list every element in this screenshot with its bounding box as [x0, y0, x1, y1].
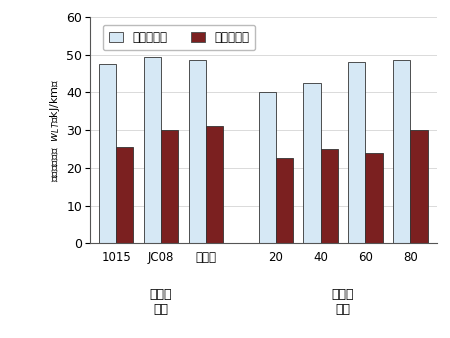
Text: 定速度
走行: 定速度 走行 — [332, 288, 354, 316]
Bar — [116, 147, 133, 243]
Bar — [365, 153, 382, 243]
Bar — [348, 62, 365, 243]
Text: モード
走行: モード 走行 — [150, 288, 172, 316]
Bar — [410, 130, 428, 243]
Y-axis label: タイヤ損失率  $w_{LT}$（kJ/km）: タイヤ損失率 $w_{LT}$（kJ/km） — [48, 78, 62, 182]
Bar — [303, 83, 320, 243]
Bar — [275, 159, 292, 243]
Bar — [259, 92, 275, 243]
Bar — [320, 149, 338, 243]
Bar — [189, 60, 206, 243]
Bar — [161, 130, 178, 243]
Bar — [99, 64, 116, 243]
Legend: 標準タイヤ, エコタイヤ: 標準タイヤ, エコタイヤ — [103, 25, 256, 50]
Bar — [393, 60, 410, 243]
Bar — [206, 126, 223, 243]
Bar — [144, 56, 161, 243]
